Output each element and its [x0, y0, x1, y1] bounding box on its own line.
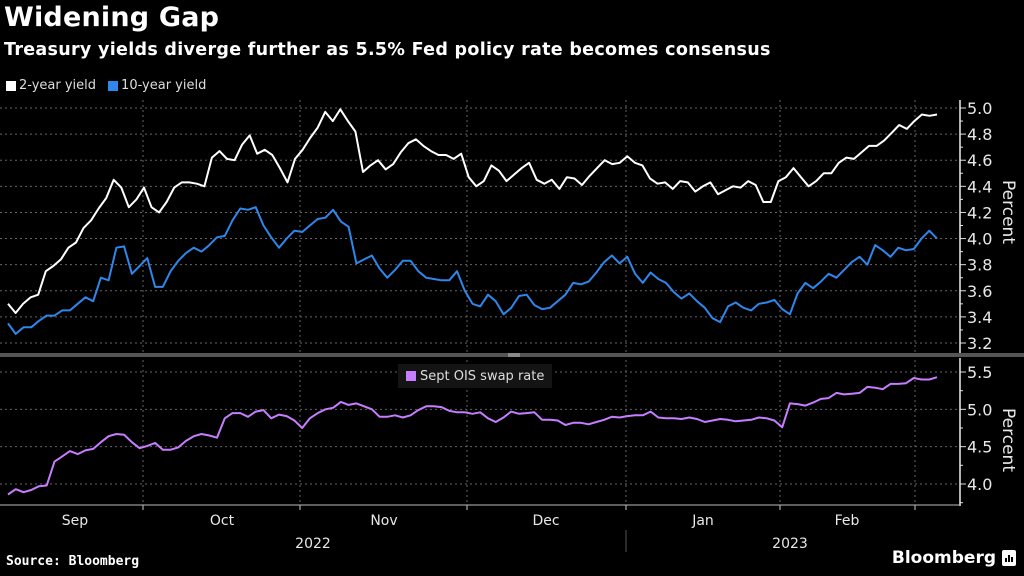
legend-swatch-2-year: [6, 80, 16, 91]
legend-item-2-year: 2-year yield: [6, 78, 96, 93]
top-panel-tick-label: 3.6: [967, 282, 992, 301]
top-panel-tick-label: 4.0: [967, 230, 992, 249]
legend-label-10-year: 10-year yield: [121, 78, 207, 93]
top-panel-tick-label: 3.8: [967, 256, 992, 275]
top-panel-tick-label: 3.4: [967, 308, 992, 327]
x-tick-label-dec: Dec: [532, 513, 559, 529]
bloomberg-logo: Bloomberg: [892, 548, 1016, 568]
top-panel-tick-label: 4.6: [967, 151, 992, 170]
year-label-2022: 2022: [295, 536, 331, 552]
legend-item-10-year: 10-year yield: [108, 78, 206, 93]
top-panel-tick-label: 4.2: [967, 203, 992, 222]
x-tick-label-sep: Sep: [62, 513, 89, 529]
top-panel-tick-label: 3.2: [967, 334, 992, 353]
line-10-year-yield: [7, 206, 938, 335]
x-tick-label-jan: Jan: [691, 513, 714, 529]
x-tick-label-nov: Nov: [370, 513, 397, 529]
legend-top: 2-year yield 10-year yield: [6, 78, 206, 93]
bottom-panel-tick-label: 4.0: [967, 475, 992, 494]
top-panel-tick-label: 4.8: [967, 125, 992, 144]
x-tick-label-oct: Oct: [210, 513, 235, 529]
legend-bottom: Sept OIS swap rate: [398, 364, 553, 388]
legend-label-2-year: 2-year yield: [19, 78, 97, 93]
chart-subtitle: Treasury yields diverge further as 5.5% …: [4, 40, 771, 60]
source-note: Source: Bloomberg: [6, 554, 140, 569]
legend-swatch-10-year: [108, 80, 119, 91]
bottom-panel-tick-label: 4.5: [967, 438, 992, 457]
year-label-2023: 2023: [772, 536, 808, 552]
line-sept-ois-swap-rate: [7, 376, 938, 496]
divider-handle: [508, 353, 520, 357]
top-panel-tick-label: 4.4: [967, 177, 992, 196]
bottom-panel-tick-label: 5.0: [967, 400, 992, 419]
top-y-axis-title: Percent: [998, 180, 1018, 244]
bloomberg-terminal-icon: [1002, 550, 1016, 566]
bottom-panel-tick-label: 5.5: [967, 363, 992, 382]
bottom-y-axis-title: Percent: [998, 408, 1018, 472]
brand-name: Bloomberg: [891, 548, 996, 568]
x-tick-label-feb: Feb: [835, 513, 860, 529]
line-2-year-yield: [7, 108, 938, 314]
legend-swatch-ois: [406, 371, 416, 381]
top-panel-tick-label: 5.0: [967, 99, 992, 118]
chart-title: Widening Gap: [4, 2, 220, 33]
legend-label-ois: Sept OIS swap rate: [420, 368, 545, 384]
